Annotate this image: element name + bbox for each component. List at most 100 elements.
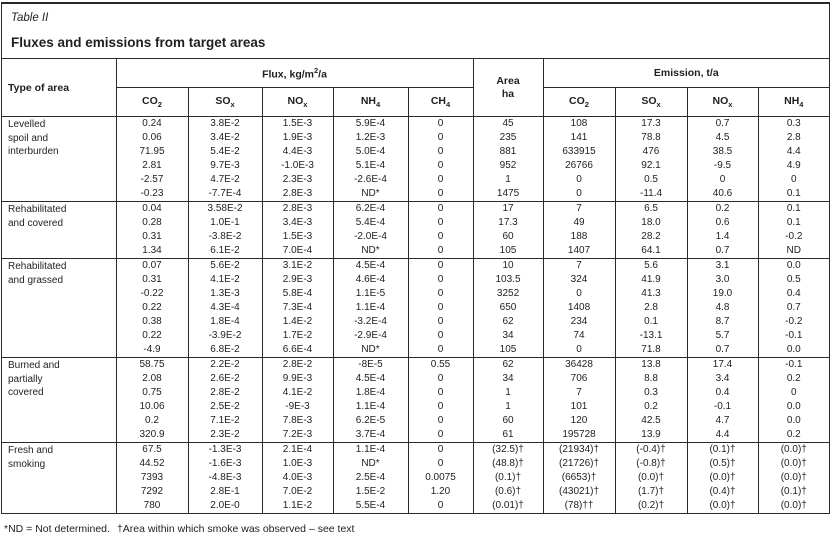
- cell-flux-nox: 9.9E-3: [261, 372, 333, 386]
- cell-area-ha: 10: [472, 258, 544, 273]
- cell-em-sox: 41.3: [614, 287, 688, 301]
- cell-em-co2: 188: [542, 230, 616, 244]
- cell-flux-nox: 4.0E-3: [261, 471, 333, 485]
- area-type-line: interburden: [8, 146, 59, 157]
- cell-flux-nh4: ND*: [332, 187, 408, 202]
- cell-em-nh4: (0.0)†: [757, 471, 830, 485]
- table-frame: Table II Fluxes and emissions from targe…: [1, 2, 830, 514]
- table-row: 1.34 6.1E-2 7.0E-4 ND* 0 105 1407 64.1 0.7 ND: [2, 244, 830, 259]
- table-row: Fresh and smoking 67.5 -1.3E-3 2.1E-4 1.1E-4 0…: [2, 442, 830, 513]
- table-row: 0.38 1.8E-4 1.4E-2 -3.2E-4 0 62 234 0.1 8.7 -0.2: [2, 315, 830, 329]
- cell-flux-co2: -4.9: [115, 343, 188, 358]
- cell-flux-co2: 0.75: [115, 386, 188, 400]
- cell-area-ha: (0.1)†: [472, 471, 544, 485]
- cell-em-co2: (6653)†: [542, 471, 616, 485]
- cell-area-ha: 17: [472, 201, 544, 216]
- cell-flux-nh4: 6.2E-4: [332, 201, 408, 216]
- header-subscript: x: [656, 100, 661, 110]
- cell-em-nox: 0.4: [686, 386, 759, 400]
- cell-flux-nh4: 3.7E-4: [332, 428, 408, 443]
- cell-em-co2: 108: [542, 116, 616, 131]
- cell-flux-nh4: 5.4E-4: [332, 216, 408, 230]
- cell-em-co2: 49: [542, 216, 616, 230]
- area-type-line: Levelled: [8, 119, 46, 130]
- cell-em-co2: 120: [542, 414, 616, 428]
- cell-area-ha: 235: [472, 131, 544, 145]
- cell-em-nh4: (0.0)†: [757, 442, 830, 457]
- header-text: NH: [784, 94, 800, 107]
- area-type-cell: Burned and partially covered: [2, 357, 116, 443]
- cell-flux-nox: 4.1E-2: [261, 386, 333, 400]
- column-header-emission-group: Emission, t/a: [542, 58, 830, 88]
- cell-em-nox: 8.7: [686, 315, 759, 329]
- cell-flux-sox: 5.4E-2: [187, 145, 262, 159]
- table-row: 0.22 4.3E-4 7.3E-4 1.1E-4 0 650 1408 2.8 4.8 0.7: [2, 301, 830, 315]
- cell-flux-nh4: 6.2E-5: [332, 414, 408, 428]
- column-header-type-of-area: Type of area: [2, 58, 116, 117]
- cell-flux-ch4: 0: [407, 400, 474, 414]
- table-row: -2.57 4.7E-2 2.3E-3 -2.6E-4 0 1 0 0.5 0 0: [2, 173, 830, 187]
- cell-flux-nox: 6.6E-4: [261, 343, 333, 358]
- area-header-line1: Area: [496, 74, 520, 87]
- cell-em-co2: 706: [542, 372, 616, 386]
- header-text: SO: [641, 94, 657, 107]
- cell-flux-sox: -7.7E-4: [187, 187, 262, 202]
- cell-flux-nox: 1.1E-2: [261, 499, 333, 513]
- cell-flux-nh4: 1.1E-4: [332, 301, 408, 315]
- cell-flux-co2: 0.22: [115, 329, 188, 343]
- cell-flux-ch4: 0: [407, 244, 474, 259]
- table-row: 2.08 2.6E-2 9.9E-3 4.5E-4 0 34 706 8.8 3.4 0.2: [2, 372, 830, 386]
- table-row: 7292 2.8E-1 7.0E-2 1.5E-2 1.20 (0.6)† (43021)†…: [2, 485, 830, 499]
- cell-em-sox: (-0.8)†: [614, 457, 688, 471]
- cell-area-ha: (0.6)†: [472, 485, 544, 499]
- cell-flux-ch4: 0: [407, 201, 474, 216]
- cell-em-nh4: 0.4: [757, 287, 830, 301]
- cell-em-sox: 476: [614, 145, 688, 159]
- area-type-line: Fresh and: [8, 445, 54, 456]
- cell-em-co2: 633915: [542, 145, 616, 159]
- cell-flux-nh4: 5.5E-4: [332, 499, 408, 513]
- cell-flux-ch4: 0.55: [407, 357, 474, 372]
- cell-em-nox: 19.0: [686, 287, 759, 301]
- cell-flux-co2: 71.95: [115, 145, 188, 159]
- cell-area-ha: 105: [472, 244, 544, 259]
- cell-flux-nh4: 5.1E-4: [332, 159, 408, 173]
- cell-flux-sox: -4.8E-3: [187, 471, 262, 485]
- cell-flux-nox: -1.0E-3: [261, 159, 333, 173]
- cell-flux-sox: 3.4E-2: [187, 131, 262, 145]
- area-type-line: covered: [8, 387, 44, 398]
- cell-em-co2: 1407: [542, 244, 616, 259]
- cell-em-co2: 234: [542, 315, 616, 329]
- cell-flux-nh4: 5.0E-4: [332, 145, 408, 159]
- column-header-flux-sox: SOx: [187, 87, 262, 117]
- cell-flux-nh4: 1.1E-4: [332, 400, 408, 414]
- footnote-dagger: †Area within which smoke was observed – …: [116, 523, 355, 535]
- cell-area-ha: 34: [472, 372, 544, 386]
- cell-flux-sox: 1.0E-1: [187, 216, 262, 230]
- header-subscript: 4: [376, 100, 381, 110]
- cell-flux-co2: 0.31: [115, 273, 188, 287]
- cell-flux-ch4: 0: [407, 159, 474, 173]
- area-type-line: smoking: [8, 458, 46, 470]
- cell-flux-co2: 320.9: [115, 428, 188, 443]
- flux-group-label: Flux, kg/m: [262, 68, 314, 81]
- cell-flux-nox: 1.4E-2: [261, 315, 333, 329]
- cell-flux-nh4: ND*: [332, 457, 408, 471]
- cell-em-nox: (0.4)†: [686, 485, 759, 499]
- cell-em-nh4: 0.0: [757, 414, 830, 428]
- table-row: 0.75 2.8E-2 4.1E-2 1.8E-4 0 1 7 0.3 0.4 0: [2, 386, 830, 400]
- area-type-line: Rehabilitated: [8, 204, 67, 215]
- cell-flux-nox: 2.8E-2: [261, 357, 333, 372]
- cell-em-nox: (0.0)†: [686, 471, 759, 485]
- cell-em-sox: (0.0)†: [614, 471, 688, 485]
- cell-flux-nox: 7.3E-4: [261, 301, 333, 315]
- cell-em-nox: (0.1)†: [686, 442, 759, 457]
- table-row: Levelled spoil and interburden 0.24 3.8E-2 1.…: [2, 116, 830, 202]
- cell-flux-nh4: -2.6E-4: [332, 173, 408, 187]
- cell-em-nh4: -0.1: [757, 357, 830, 372]
- cell-flux-sox: 3.58E-2: [187, 201, 262, 216]
- cell-flux-co2: -0.23: [115, 187, 188, 202]
- cell-em-nox: 4.5: [686, 131, 759, 145]
- cell-flux-co2: 0.06: [115, 131, 188, 145]
- cell-flux-co2: 0.04: [115, 201, 188, 216]
